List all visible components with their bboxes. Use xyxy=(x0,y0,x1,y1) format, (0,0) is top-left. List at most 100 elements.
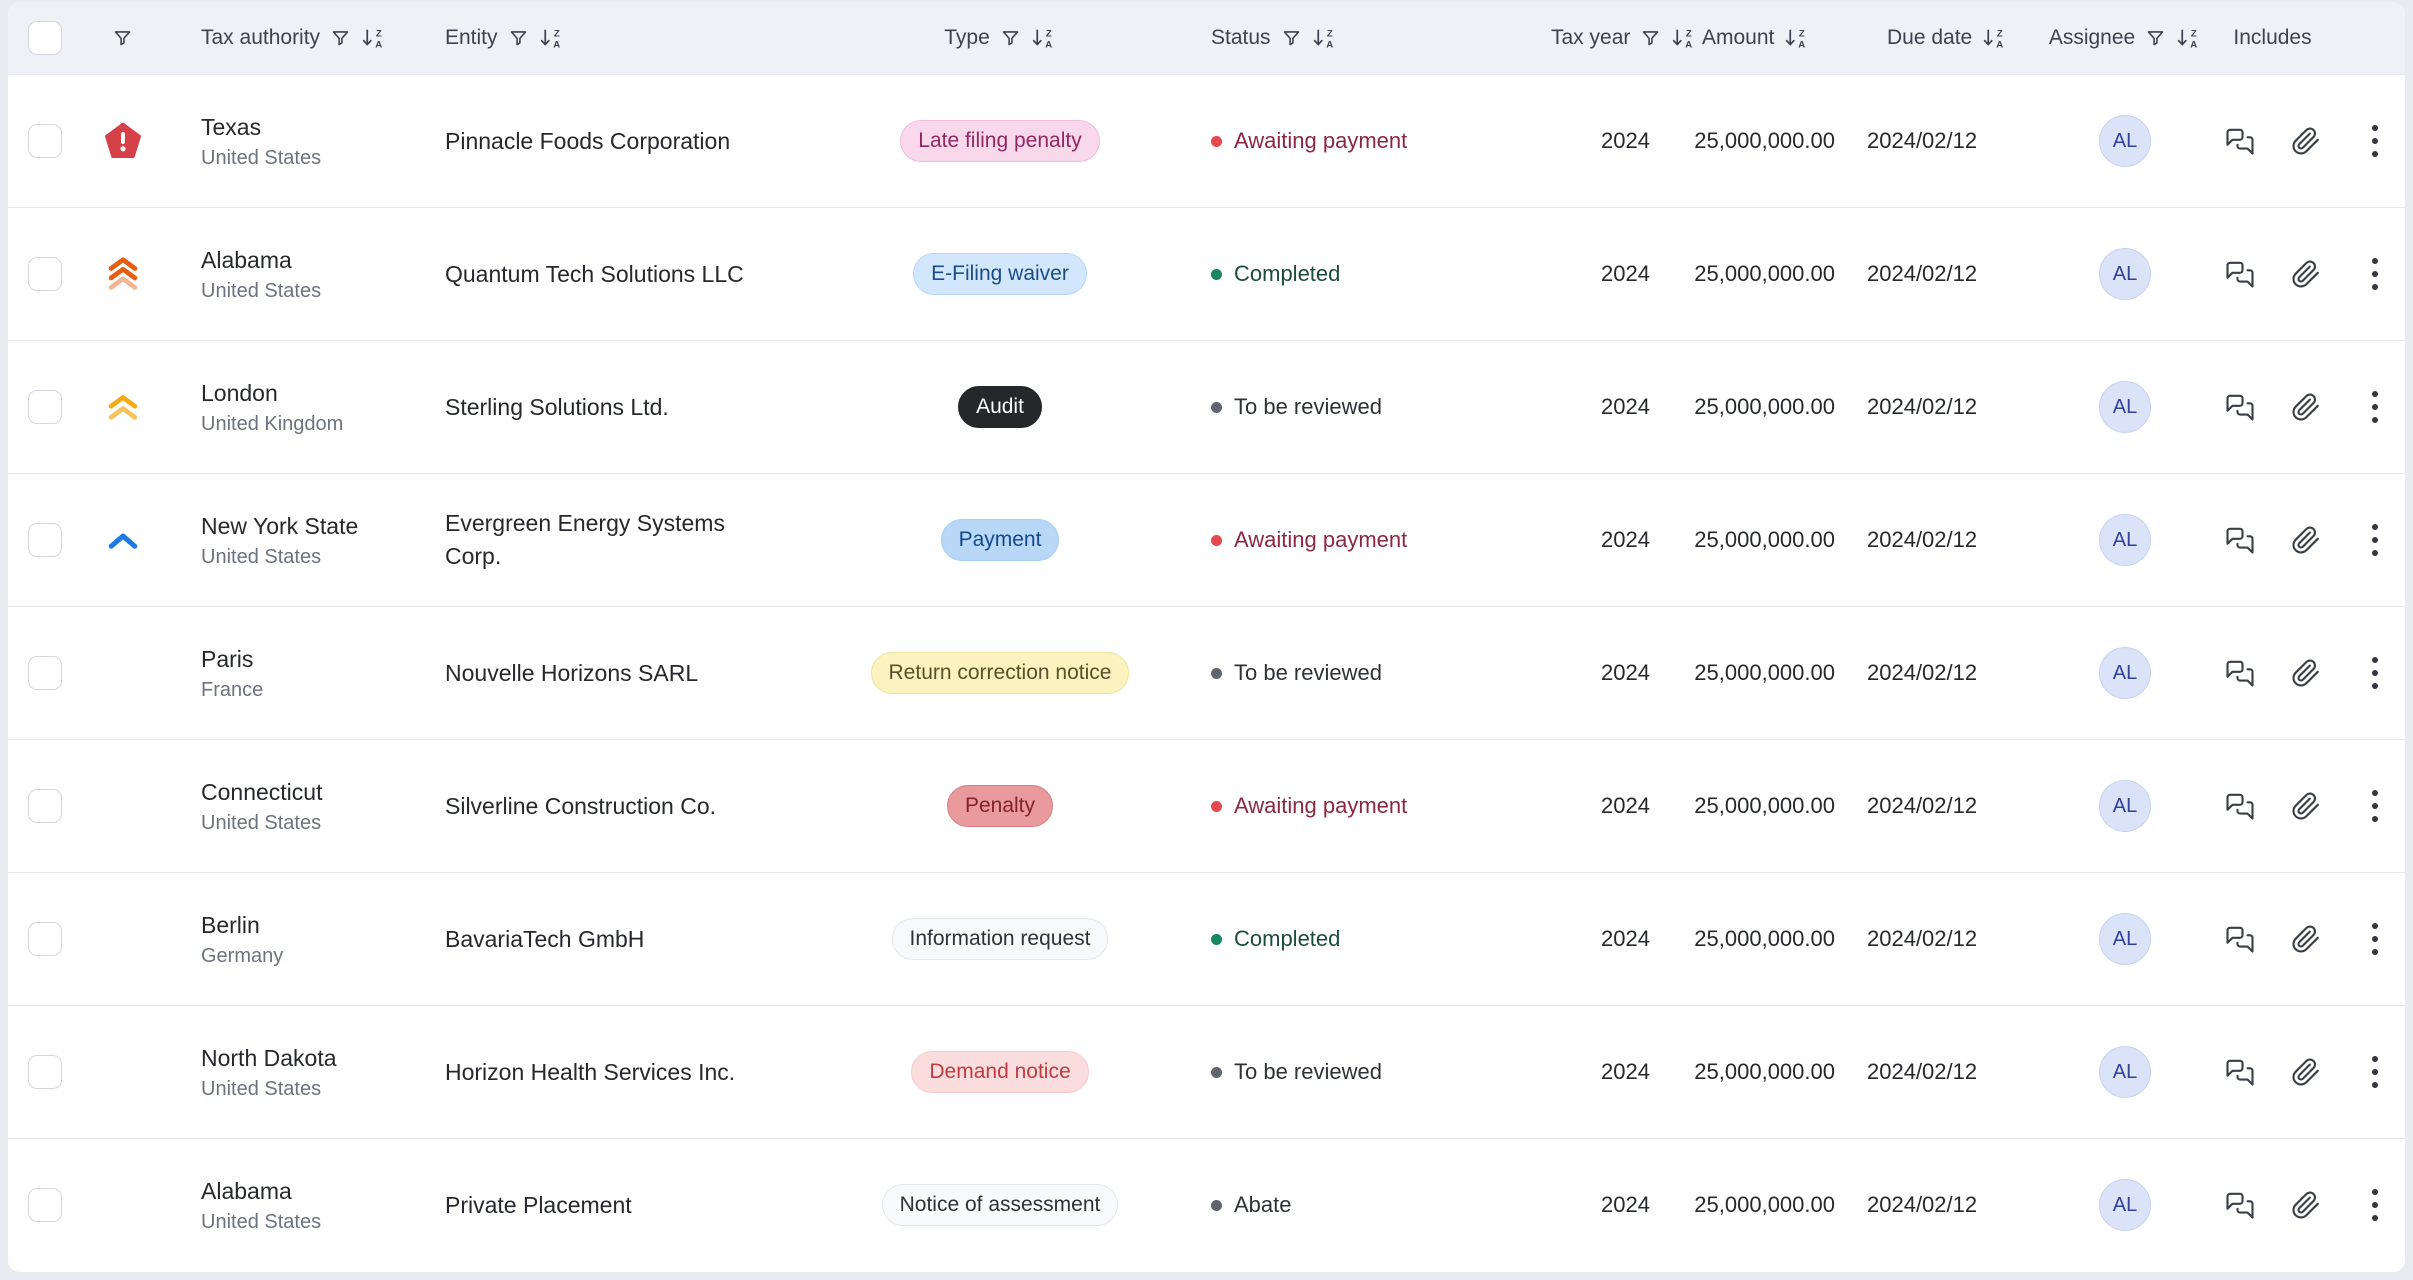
header-cell-due-date: Due date xyxy=(1835,26,2050,50)
row-checkbox[interactable] xyxy=(28,656,62,690)
assignee-avatar[interactable]: AL xyxy=(2099,647,2151,699)
attachments-button[interactable] xyxy=(2291,924,2321,954)
attachments-button[interactable] xyxy=(2291,525,2321,555)
medium-priority-icon xyxy=(108,395,137,420)
attachments-button[interactable] xyxy=(2291,126,2321,156)
priority-filter-button[interactable] xyxy=(112,28,133,49)
kebab-menu-icon xyxy=(2372,790,2378,822)
row-menu-button[interactable] xyxy=(2371,1187,2379,1223)
sort-button[interactable] xyxy=(1312,27,1337,50)
funnel-icon xyxy=(1283,30,1299,45)
row-cell-due-date: 2024/02/12 xyxy=(1835,1059,2050,1085)
filter-button[interactable] xyxy=(1281,28,1302,49)
filter-button[interactable] xyxy=(508,28,529,49)
table-row: London United Kingdom Sterling Solutions… xyxy=(8,340,2405,473)
assignee-avatar[interactable]: AL xyxy=(2099,248,2151,300)
comments-button[interactable] xyxy=(2225,259,2255,289)
tax-year-value: 2024 xyxy=(1601,394,1650,419)
row-checkbox[interactable] xyxy=(28,922,62,956)
speech-bubbles-icon xyxy=(2225,394,2254,421)
comments-button[interactable] xyxy=(2225,924,2255,954)
row-menu-button[interactable] xyxy=(2371,522,2379,558)
row-cell-status: To be reviewed xyxy=(1145,1058,1505,1086)
due-date-value: 2024/02/12 xyxy=(1867,926,1978,951)
row-cell-tax-authority: Berlin Germany xyxy=(175,910,425,969)
row-checkbox[interactable] xyxy=(28,1188,62,1222)
sort-z-a-icon xyxy=(362,27,384,50)
row-menu-button[interactable] xyxy=(2371,788,2379,824)
status-label: To be reviewed xyxy=(1234,394,1382,419)
filter-button[interactable] xyxy=(330,28,351,49)
tax-authority-name: Berlin xyxy=(201,911,260,938)
tax-year-value: 2024 xyxy=(1601,128,1650,153)
status-label: To be reviewed xyxy=(1234,660,1382,685)
sort-button[interactable] xyxy=(1031,27,1056,50)
type-badge: Penalty xyxy=(946,785,1054,827)
sort-button[interactable] xyxy=(1784,27,1809,50)
filter-button[interactable] xyxy=(2145,28,2166,49)
row-cell-type: Information request xyxy=(855,918,1145,960)
assignee-avatar[interactable]: AL xyxy=(2099,780,2151,832)
row-menu-button[interactable] xyxy=(2371,256,2379,292)
row-checkbox[interactable] xyxy=(28,789,62,823)
filter-button[interactable] xyxy=(1000,28,1021,49)
comments-button[interactable] xyxy=(2225,525,2255,555)
sort-button[interactable] xyxy=(539,27,564,50)
tax-authority-name: New York State xyxy=(201,512,359,539)
tax-authority-country: United States xyxy=(201,146,322,169)
sort-button[interactable] xyxy=(1982,27,2007,50)
row-checkbox[interactable] xyxy=(28,1055,62,1089)
comments-button[interactable] xyxy=(2225,1190,2255,1220)
kebab-menu-icon xyxy=(2372,657,2378,689)
column-label: Includes xyxy=(2233,26,2312,49)
assignee-avatar[interactable]: AL xyxy=(2099,1046,2151,1098)
row-cell-type: Penalty xyxy=(855,785,1145,827)
attachments-button[interactable] xyxy=(2291,1190,2321,1220)
row-checkbox[interactable] xyxy=(28,390,62,424)
sort-button[interactable] xyxy=(2176,27,2201,50)
attachments-button[interactable] xyxy=(2291,658,2321,688)
status-dot xyxy=(1211,534,1222,546)
column-label: Amount xyxy=(1702,26,1775,49)
row-checkbox[interactable] xyxy=(28,124,62,158)
attachments-button[interactable] xyxy=(2291,791,2321,821)
column-label: Tax year xyxy=(1551,26,1631,49)
row-cell-due-date: 2024/02/12 xyxy=(1835,793,2050,819)
row-menu-button[interactable] xyxy=(2371,655,2379,691)
attachments-button[interactable] xyxy=(2291,392,2321,422)
row-menu-button[interactable] xyxy=(2371,389,2379,425)
row-cell-actions xyxy=(2345,655,2405,691)
table-row: Paris France Nouvelle Horizons SARL Retu… xyxy=(8,606,2405,739)
comments-button[interactable] xyxy=(2225,658,2255,688)
row-menu-button[interactable] xyxy=(2371,123,2379,159)
assignee-avatar[interactable]: AL xyxy=(2099,381,2151,433)
comments-button[interactable] xyxy=(2225,392,2255,422)
row-cell-select xyxy=(8,523,70,557)
assignee-avatar[interactable]: AL xyxy=(2099,115,2151,167)
funnel-icon xyxy=(1002,30,1019,45)
attachments-button[interactable] xyxy=(2291,1057,2321,1087)
row-menu-button[interactable] xyxy=(2371,1054,2379,1090)
assignee-avatar[interactable]: AL xyxy=(2099,514,2151,566)
status-dot xyxy=(1211,667,1222,679)
row-cell-select xyxy=(8,922,70,956)
comments-button[interactable] xyxy=(2225,126,2255,156)
attachments-button[interactable] xyxy=(2291,259,2321,289)
tax-authority-country: United States xyxy=(201,1210,322,1233)
row-checkbox[interactable] xyxy=(28,523,62,557)
row-cell-select xyxy=(8,789,70,823)
row-cell-amount: 25,000,000.00 xyxy=(1650,128,1835,154)
row-checkbox[interactable] xyxy=(28,257,62,291)
comments-button[interactable] xyxy=(2225,791,2255,821)
assignee-avatar[interactable]: AL xyxy=(2099,1179,2151,1231)
amount-value: 25,000,000.00 xyxy=(1694,793,1835,818)
select-all-checkbox[interactable] xyxy=(28,21,62,55)
row-menu-button[interactable] xyxy=(2371,921,2379,957)
due-date-value: 2024/02/12 xyxy=(1867,660,1978,685)
row-cell-due-date: 2024/02/12 xyxy=(1835,527,2050,553)
comments-button[interactable] xyxy=(2225,1057,2255,1087)
status-dot xyxy=(1211,135,1222,147)
row-cell-amount: 25,000,000.00 xyxy=(1650,527,1835,553)
assignee-avatar[interactable]: AL xyxy=(2099,913,2151,965)
sort-button[interactable] xyxy=(361,27,386,50)
